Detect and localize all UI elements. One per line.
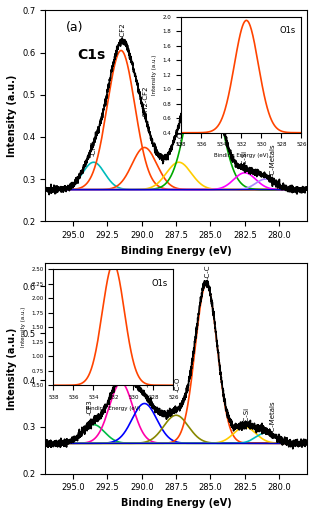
Text: -C-Metals: -C-Metals [269, 400, 275, 433]
Text: -CF3: -CF3 [86, 400, 92, 415]
Text: -C-O: -C-O [175, 376, 181, 392]
Text: -CH2-CF2: -CH2-CF2 [144, 355, 150, 387]
Text: -CF3: -CF3 [90, 140, 97, 156]
Text: C1s: C1s [77, 301, 105, 315]
Text: -C-Si: -C-Si [243, 407, 249, 423]
X-axis label: Binding Energy (eV): Binding Energy (eV) [121, 246, 231, 255]
Y-axis label: Intensity (a.u.): Intensity (a.u.) [7, 327, 17, 409]
Text: -C-Metals: -C-Metals [269, 143, 275, 176]
Text: -CF2: -CF2 [119, 22, 126, 38]
Text: -C-C: -C-C [203, 91, 209, 105]
Text: -CH2-CF2: -CH2-CF2 [143, 85, 149, 118]
Y-axis label: Intensity (a.u.): Intensity (a.u.) [7, 75, 17, 157]
Text: (a): (a) [66, 21, 84, 34]
Text: -C-O: -C-O [177, 132, 183, 147]
X-axis label: Binding Energy (eV): Binding Energy (eV) [121, 498, 231, 508]
Text: -C-Si: -C-Si [242, 150, 248, 166]
Text: C1s: C1s [77, 48, 105, 62]
Text: (b): (b) [66, 273, 84, 286]
Text: -C-C: -C-C [205, 265, 211, 279]
Text: -CF2: -CF2 [118, 357, 124, 373]
